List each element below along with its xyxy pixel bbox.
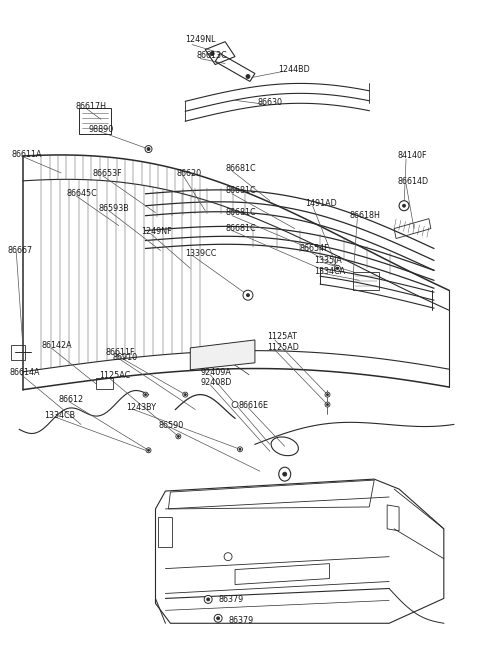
Text: 86590: 86590 [158, 421, 184, 430]
Circle shape [403, 204, 406, 207]
Circle shape [246, 293, 250, 297]
Text: 84140F: 84140F [397, 151, 427, 160]
Text: 1491AD: 1491AD [306, 199, 337, 208]
Circle shape [326, 394, 328, 396]
Text: 92408D: 92408D [200, 378, 232, 387]
Text: 86681C: 86681C [225, 186, 256, 195]
Circle shape [145, 145, 152, 153]
Text: 1249NL: 1249NL [185, 35, 216, 44]
Text: 1244BD: 1244BD [278, 65, 310, 74]
Text: 86614A: 86614A [9, 368, 40, 377]
Circle shape [216, 617, 220, 620]
Text: 1339CC: 1339CC [185, 249, 216, 258]
Circle shape [143, 392, 148, 397]
Text: 86645C: 86645C [66, 189, 97, 198]
Circle shape [176, 434, 181, 439]
Circle shape [325, 392, 330, 397]
Text: 1249NF: 1249NF [142, 227, 172, 236]
Circle shape [147, 147, 150, 151]
Text: 1335JA: 1335JA [314, 256, 342, 265]
Text: 86612: 86612 [58, 395, 83, 404]
Text: 86630: 86630 [258, 98, 283, 107]
Text: 86910: 86910 [113, 353, 138, 362]
Circle shape [207, 598, 210, 601]
Text: 86613C: 86613C [196, 51, 227, 60]
Text: 1334CB: 1334CB [44, 411, 75, 420]
Text: 86379: 86379 [228, 616, 253, 625]
Text: 86681C: 86681C [225, 224, 256, 233]
Circle shape [147, 449, 150, 451]
Text: 86654F: 86654F [300, 244, 329, 253]
Circle shape [204, 595, 212, 603]
Circle shape [214, 614, 222, 622]
Text: 86142A: 86142A [41, 341, 72, 350]
Circle shape [335, 265, 340, 271]
Circle shape [184, 394, 186, 396]
Circle shape [326, 403, 328, 405]
Circle shape [283, 472, 287, 476]
Circle shape [210, 52, 214, 56]
Text: 98890: 98890 [89, 124, 114, 134]
Text: 92409A: 92409A [200, 368, 231, 377]
Text: 86620: 86620 [176, 170, 202, 178]
Circle shape [146, 448, 151, 453]
Text: 86653F: 86653F [93, 170, 122, 178]
Text: 1125AT: 1125AT [267, 333, 297, 341]
Text: 86618H: 86618H [349, 211, 380, 220]
Circle shape [239, 448, 241, 450]
Text: 86593B: 86593B [99, 204, 130, 213]
Text: 86681C: 86681C [225, 208, 256, 217]
Polygon shape [190, 340, 255, 370]
Circle shape [144, 394, 146, 396]
Circle shape [399, 200, 409, 211]
Text: 1334CA: 1334CA [314, 267, 346, 276]
Text: 1125AC: 1125AC [99, 371, 130, 380]
Text: 86667: 86667 [7, 246, 33, 255]
Circle shape [183, 392, 188, 397]
Circle shape [178, 436, 180, 438]
Circle shape [325, 402, 330, 407]
Text: 86681C: 86681C [225, 164, 256, 174]
Circle shape [246, 75, 250, 79]
Text: 86616E: 86616E [238, 401, 268, 410]
Circle shape [336, 267, 338, 270]
Text: 86611A: 86611A [12, 149, 42, 159]
Circle shape [224, 553, 232, 561]
Text: 1125AD: 1125AD [267, 343, 299, 352]
Circle shape [238, 447, 242, 452]
Circle shape [232, 402, 238, 407]
Text: 86617H: 86617H [76, 102, 107, 111]
Text: 1243BY: 1243BY [126, 403, 156, 412]
Text: 86611F: 86611F [106, 348, 135, 358]
Text: 86379: 86379 [218, 595, 243, 604]
Text: 86614D: 86614D [397, 178, 428, 187]
Circle shape [243, 290, 253, 300]
